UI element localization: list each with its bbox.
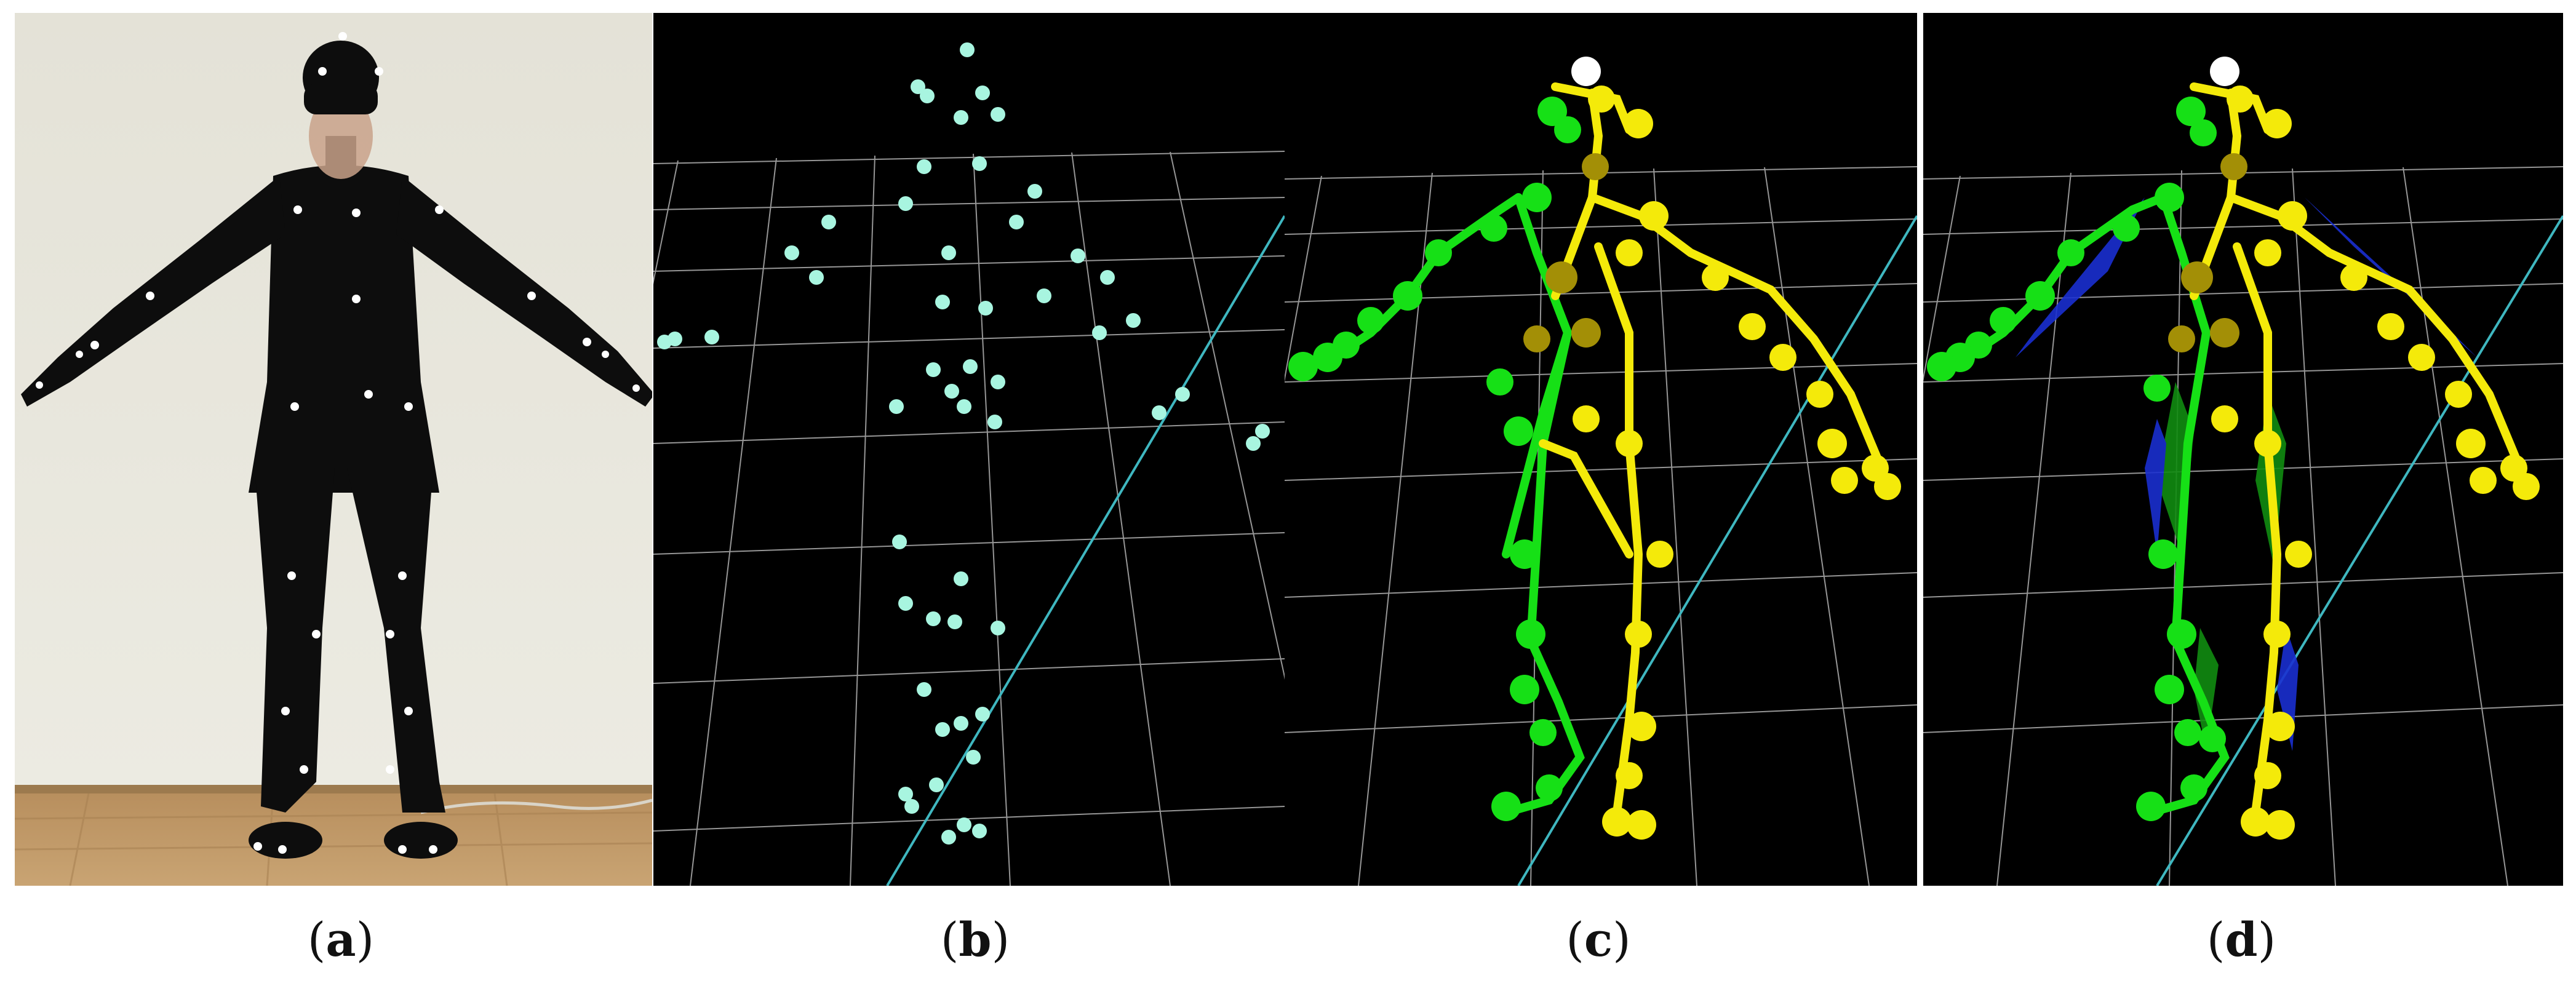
panel-a-photo <box>15 13 652 886</box>
skeleton-joints <box>1288 57 1901 840</box>
skeleton-segments-view <box>1923 13 2563 886</box>
floor-grid <box>653 151 1285 886</box>
floor <box>15 793 652 886</box>
baseboard <box>15 785 652 793</box>
panel-c-skeleton <box>1285 13 1917 886</box>
suit-markers <box>36 32 640 854</box>
grid-axis <box>886 215 1285 886</box>
point-cloud-view <box>653 13 1285 886</box>
subject-photo <box>15 13 652 886</box>
panel-d-skeleton-segments <box>1923 13 2563 886</box>
skeleton-view <box>1285 13 1917 886</box>
skeleton-joints <box>1927 57 2540 840</box>
floor-grid <box>1923 166 2563 886</box>
panel-b-point-cloud <box>653 13 1285 886</box>
marker-points <box>657 42 1270 845</box>
caption-b: (b) <box>940 912 1010 967</box>
caption-a: (a) <box>307 912 375 967</box>
grid-axis <box>2156 215 2563 886</box>
caption-c: (c) <box>1566 912 1631 967</box>
grid-axis <box>1517 215 1917 886</box>
caption-d: (d) <box>2206 912 2276 967</box>
